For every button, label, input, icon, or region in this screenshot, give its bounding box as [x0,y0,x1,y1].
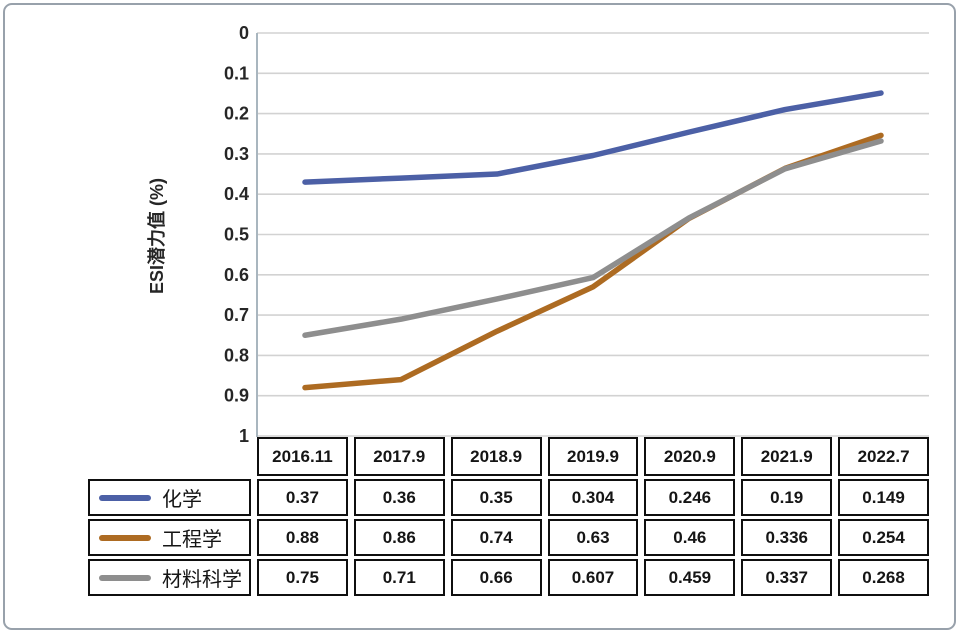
y-tick-label: 0.8 [224,345,249,365]
column-header-0: 2016.11 [257,437,348,476]
y-tick-label: 0.1 [224,63,249,83]
value-cell-0-6: 0.149 [838,479,929,516]
table-corner-spacer [88,437,251,476]
value-cell-0-3: 0.304 [547,479,639,516]
column-header-6: 2022.7 [838,437,929,476]
column-header-2: 2018.9 [450,437,542,476]
legend-label-1: 工程学 [162,529,222,551]
value-cell-1-6: 0.254 [838,519,929,556]
y-tick-label: 0.5 [224,225,249,245]
column-header-5: 2021.9 [741,437,833,476]
y-tick-label: 0 [239,23,249,43]
series-line-0 [302,90,884,185]
y-tick-label: 1 [239,426,249,446]
value-cell-1-1: 0.86 [353,519,445,556]
legend-swatch-2 [99,574,151,581]
column-header-1: 2017.9 [353,437,445,476]
legend-cell-0: 化学 [88,479,251,516]
y-axis-title: ESI潜力值 (%) [146,178,167,294]
legend-cell-2: 材料科学 [88,559,251,596]
y-tick-label: 0.7 [224,305,249,325]
y-tick-label: 0.9 [224,386,249,406]
value-cell-0-2: 0.35 [450,479,542,516]
value-cell-1-4: 0.46 [644,519,736,556]
legend-label-0: 化学 [162,489,202,511]
legend-cell-1: 工程学 [88,519,251,556]
y-tick-label: 0.6 [224,265,249,285]
data-table: 2016.11 2017.9 2018.9 2019.9 2020.9 2021.9 202… [88,437,929,596]
value-cell-0-4: 0.246 [644,479,736,516]
series-line-2 [302,138,884,338]
value-cell-1-3: 0.63 [547,519,639,556]
legend-swatch-1 [99,534,151,541]
value-cell-2-0: 0.75 [257,559,348,596]
column-header-4: 2020.9 [644,437,736,476]
value-cell-2-2: 0.66 [450,559,542,596]
column-header-3: 2019.9 [547,437,639,476]
value-cell-1-5: 0.336 [741,519,833,556]
value-cell-2-6: 0.268 [838,559,929,596]
value-cell-0-1: 0.36 [353,479,445,516]
y-tick-label: 0.4 [224,184,249,204]
y-tick-label: 0.2 [224,104,249,124]
value-cell-1-0: 0.88 [257,519,348,556]
legend-label-2: 材料科学 [162,569,242,591]
y-tick-label: 0.3 [224,144,249,164]
value-cell-2-1: 0.71 [353,559,445,596]
value-cell-0-0: 0.37 [257,479,348,516]
value-cell-1-2: 0.74 [450,519,542,556]
value-cell-2-4: 0.459 [644,559,736,596]
series-line-1 [302,132,884,391]
legend-swatch-0 [99,494,151,501]
line-chart: 0 0.1 0.2 0.3 0.4 0.5 0.6 0.7 0.8 0.9 1 ESI潜力值 (%) [146,23,929,446]
value-cell-2-3: 0.607 [547,559,639,596]
value-cell-0-5: 0.19 [741,479,833,516]
value-cell-2-5: 0.337 [741,559,833,596]
